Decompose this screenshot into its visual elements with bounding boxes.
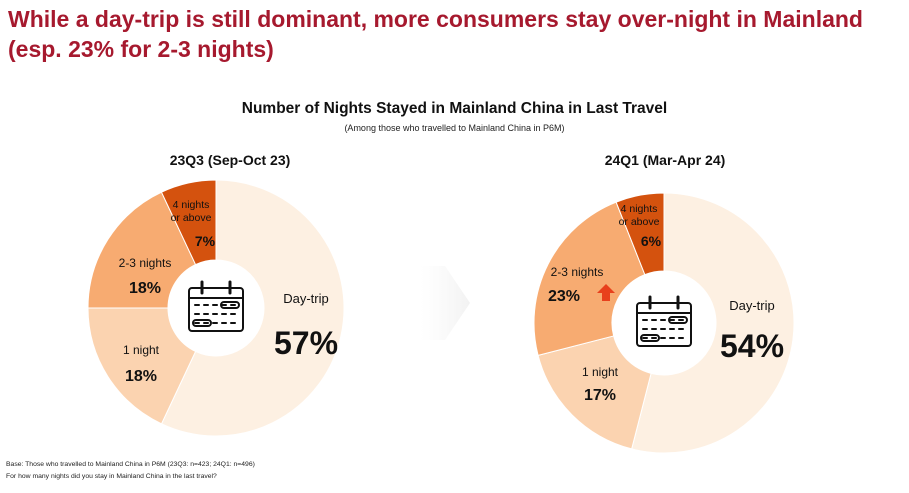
- value-2-3-nights-0: 18%: [129, 280, 161, 297]
- label-2-3-nights-1: 2-3 nights: [551, 265, 604, 279]
- label-1-night-0: 1 night: [123, 343, 160, 357]
- value-1-night-1: 17%: [584, 387, 616, 404]
- slice-2-3-nights-1: [533, 201, 646, 356]
- transition-arrow-icon: [420, 266, 470, 340]
- slice-4-nights-or-above-1: [615, 192, 665, 276]
- panel-title-right: 24Q1 (Mar-Apr 24): [604, 152, 726, 168]
- label-4-nights-or-above-1: 4 nights or above: [619, 203, 660, 228]
- donut-24q1: [533, 192, 795, 454]
- calendar-icon: [636, 295, 692, 347]
- value-day-trip-1: 54%: [720, 328, 784, 364]
- chart-subtitle: (Among those who travelled to Mainland C…: [344, 123, 565, 133]
- panel-title-left: 23Q3 (Sep-Oct 23): [169, 152, 291, 168]
- slice-day-trip-1: [631, 192, 795, 454]
- label-day-trip-0: Day-trip: [283, 291, 329, 306]
- donut-23q3: [87, 179, 345, 437]
- footnote-base: Base: Those who travelled to Mainland Ch…: [6, 461, 255, 468]
- chart-title: Number of Nights Stayed in Mainland Chin…: [241, 100, 668, 117]
- slice-day-trip-0: [160, 179, 345, 437]
- value-2-3-nights-1: 23%: [548, 288, 580, 305]
- slice-1-night-0: [87, 307, 197, 425]
- up-arrow-icon: [597, 284, 615, 301]
- label-1-night-1: 1 night: [582, 365, 619, 379]
- value-1-night-0: 18%: [125, 368, 157, 385]
- slice-2-3-nights-0: [87, 191, 197, 309]
- label-4-nights-or-above-0: 4 nights or above: [171, 199, 212, 224]
- footnote-question: For how many nights did you stay in Main…: [6, 473, 217, 480]
- calendar-icon: [188, 280, 244, 332]
- value-4-nights-or-above-1: 6%: [641, 233, 662, 249]
- value-day-trip-0: 57%: [274, 325, 338, 361]
- slice-4-nights-or-above-0: [160, 179, 217, 266]
- label-day-trip-1: Day-trip: [729, 298, 775, 313]
- label-2-3-nights-0: 2-3 nights: [119, 256, 172, 270]
- page-headline: While a day-trip is still dominant, more…: [8, 6, 863, 62]
- value-4-nights-or-above-0: 7%: [195, 233, 216, 249]
- slice-1-night-1: [537, 335, 652, 450]
